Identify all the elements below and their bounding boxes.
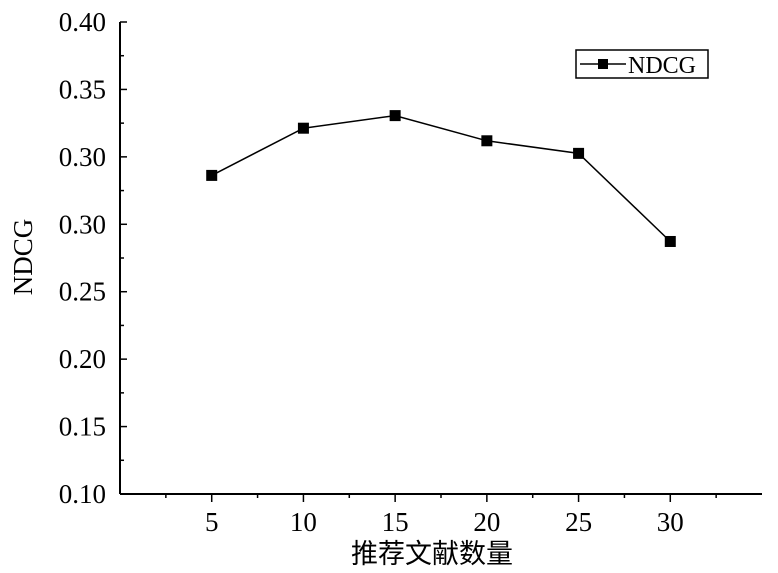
data-point bbox=[206, 169, 218, 181]
y-tick-label: 0.15 bbox=[59, 412, 106, 442]
x-tick-label: 20 bbox=[473, 507, 500, 537]
x-tick-label: 30 bbox=[657, 507, 684, 537]
y-tick-label: 0.35 bbox=[59, 74, 106, 104]
data-point bbox=[664, 235, 676, 247]
x-axis-title: 推荐文献数量 bbox=[351, 539, 513, 569]
y-axis-title: NDCG bbox=[8, 219, 38, 296]
legend: NDCG bbox=[575, 49, 709, 79]
y-tick-label: 0.30 bbox=[59, 142, 106, 172]
y-tick-label: 0.25 bbox=[59, 277, 106, 307]
series-line bbox=[211, 114, 671, 243]
data-point bbox=[481, 135, 493, 147]
axes bbox=[119, 22, 762, 495]
y-tick-label: 0.40 bbox=[59, 7, 106, 37]
x-tick-label: 5 bbox=[205, 507, 219, 537]
legend-label: NDCG bbox=[628, 53, 696, 79]
data-point bbox=[297, 122, 309, 134]
y-tick-label: 0.20 bbox=[59, 344, 106, 374]
y-tick-label: 0.10 bbox=[59, 479, 106, 509]
x-tick-label: 25 bbox=[565, 507, 592, 537]
x-tick-label: 15 bbox=[382, 507, 409, 537]
series bbox=[206, 110, 676, 247]
legend-marker-swatch bbox=[598, 59, 608, 69]
x-tick-label: 10 bbox=[290, 507, 317, 537]
y-tick-label: 0.30 bbox=[59, 209, 106, 239]
data-point bbox=[389, 110, 401, 122]
ticks: 0.10 0.15 0.20 0.25 0.30 0.30 0.35 0.40 5 10 15 20 2… bbox=[59, 7, 717, 537]
data-point bbox=[573, 147, 585, 159]
